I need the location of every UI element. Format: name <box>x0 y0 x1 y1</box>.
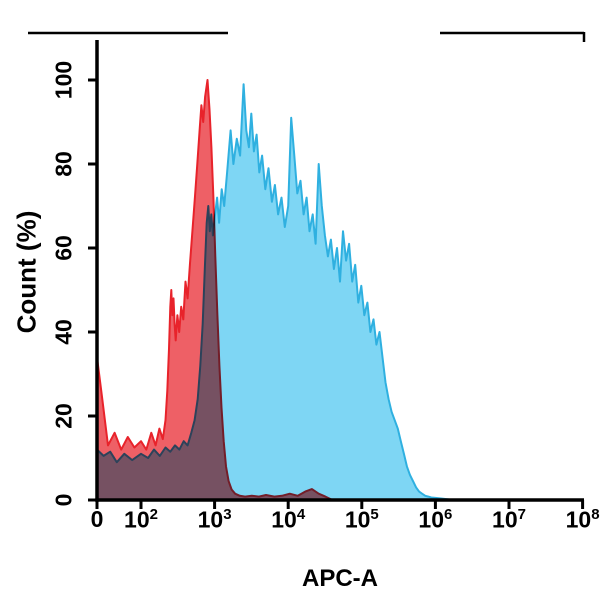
x-axis-title: APC-A <box>302 565 378 592</box>
x-tick-label: 104 <box>271 506 306 533</box>
x-tick-label: 103 <box>197 506 232 533</box>
y-tick-label: 60 <box>50 235 77 261</box>
y-tick-label: 100 <box>50 60 77 100</box>
x-tick-label: 107 <box>492 506 526 533</box>
y-tick-label: 40 <box>50 319 77 345</box>
x-tick-label: 102 <box>124 506 158 533</box>
x-tick-label: 105 <box>344 506 379 533</box>
y-tick-label: 0 <box>50 493 77 507</box>
x-tick-label: 0 <box>90 506 104 532</box>
y-axis-title: Count (%) <box>11 210 42 334</box>
x-tick-label: 108 <box>565 506 600 533</box>
y-tick-label: 20 <box>50 403 77 429</box>
y-tick-label: 80 <box>50 151 77 177</box>
x-tick-label: 106 <box>418 506 453 533</box>
series-red-control-area <box>96 79 334 501</box>
